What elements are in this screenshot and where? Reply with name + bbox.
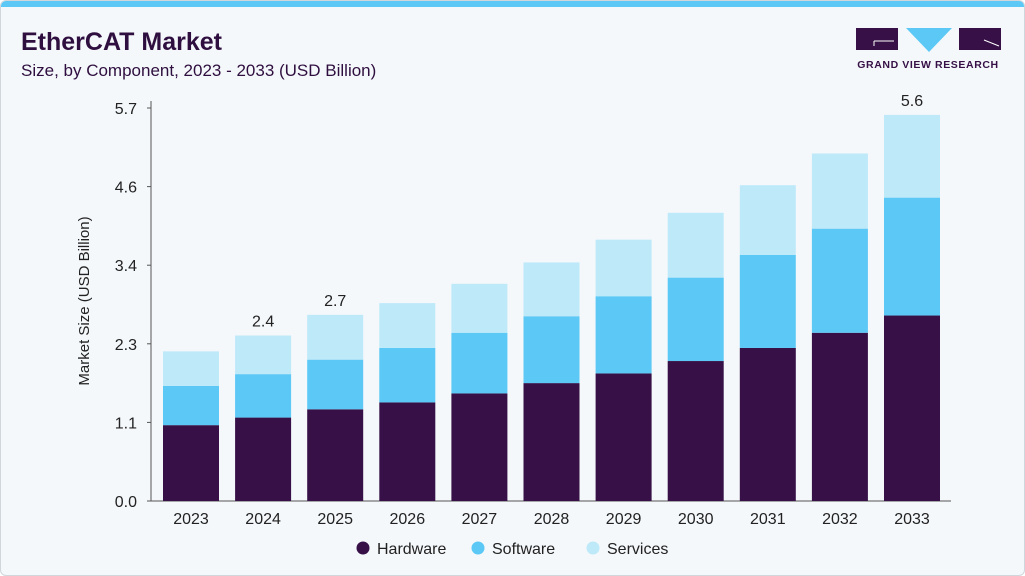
x-tick-label: 2027	[462, 511, 498, 528]
top-accent-stripe	[1, 1, 1024, 7]
bar-hardware-2028	[523, 383, 580, 501]
bar-software-2031	[739, 254, 796, 348]
legend-label-hardware: Hardware	[377, 541, 446, 558]
y-tick-label: 5.7	[115, 101, 137, 118]
bar-services-2033	[884, 114, 940, 198]
bar-software-2023	[163, 385, 219, 426]
data-label: 5.6	[901, 93, 923, 110]
x-tick-label: 2033	[894, 511, 930, 528]
bar-services-2032	[811, 153, 868, 229]
x-tick-label: 2032	[822, 511, 858, 528]
bar-services-2026	[379, 303, 436, 348]
svg-text:GRAND VIEW RESEARCH: GRAND VIEW RESEARCH	[857, 59, 999, 71]
bar-services-2030	[667, 212, 724, 278]
bar-software-2030	[667, 277, 724, 362]
bar-services-2029	[595, 239, 652, 297]
bar-hardware-2024	[235, 417, 292, 501]
bar-services-2027	[451, 283, 508, 333]
legend-marker-hardware	[356, 541, 370, 555]
y-tick-label: 1.1	[115, 415, 137, 432]
bar-hardware-2029	[595, 373, 652, 501]
bar-software-2027	[451, 332, 508, 394]
y-tick-label: 0.0	[115, 494, 137, 511]
legend-marker-software	[471, 541, 485, 555]
x-tick-label: 2023	[173, 511, 209, 528]
bar-software-2025	[307, 359, 364, 410]
bar-hardware-2025	[307, 409, 364, 501]
y-tick-label: 2.3	[115, 337, 137, 354]
bar-software-2033	[884, 197, 940, 316]
bar-hardware-2023	[163, 425, 219, 501]
chart-subtitle: Size, by Component, 2023 - 2033 (USD Bil…	[21, 61, 377, 80]
y-tick-label: 4.6	[115, 180, 137, 197]
data-label: 2.4	[252, 314, 274, 331]
grand-view-research-logo: GRAND VIEW RESEARCH	[856, 28, 1001, 71]
bar-hardware-2026	[379, 402, 436, 501]
bar-services-2025	[307, 314, 364, 360]
bar-software-2028	[523, 316, 580, 384]
legend-label-software: Software	[492, 541, 555, 558]
bar-hardware-2027	[451, 393, 508, 501]
x-tick-label: 2025	[317, 511, 353, 528]
bar-software-2026	[379, 347, 436, 403]
bar-services-2024	[235, 335, 292, 375]
y-axis-title: Market Size (USD Billion)	[76, 216, 93, 385]
legend-marker-services	[586, 541, 600, 555]
x-tick-label: 2026	[390, 511, 426, 528]
legend-label-services: Services	[607, 541, 668, 558]
x-tick-label: 2030	[678, 511, 714, 528]
data-label: 2.7	[324, 293, 346, 310]
bar-hardware-2032	[811, 332, 868, 501]
bar-hardware-2030	[667, 361, 724, 501]
bar-software-2024	[235, 374, 292, 418]
x-tick-label: 2024	[245, 511, 281, 528]
x-tick-label: 2028	[534, 511, 570, 528]
bar-software-2032	[811, 228, 868, 333]
y-tick-label: 3.4	[115, 258, 137, 275]
x-tick-label: 2031	[750, 511, 786, 528]
bar-services-2028	[523, 262, 580, 317]
x-tick-label: 2029	[606, 511, 642, 528]
chart-title: EtherCAT Market	[21, 28, 222, 56]
bar-hardware-2033	[884, 315, 940, 501]
bar-software-2029	[595, 296, 652, 374]
bar-services-2023	[163, 351, 219, 386]
bar-services-2031	[739, 185, 796, 255]
bar-hardware-2031	[739, 347, 796, 501]
